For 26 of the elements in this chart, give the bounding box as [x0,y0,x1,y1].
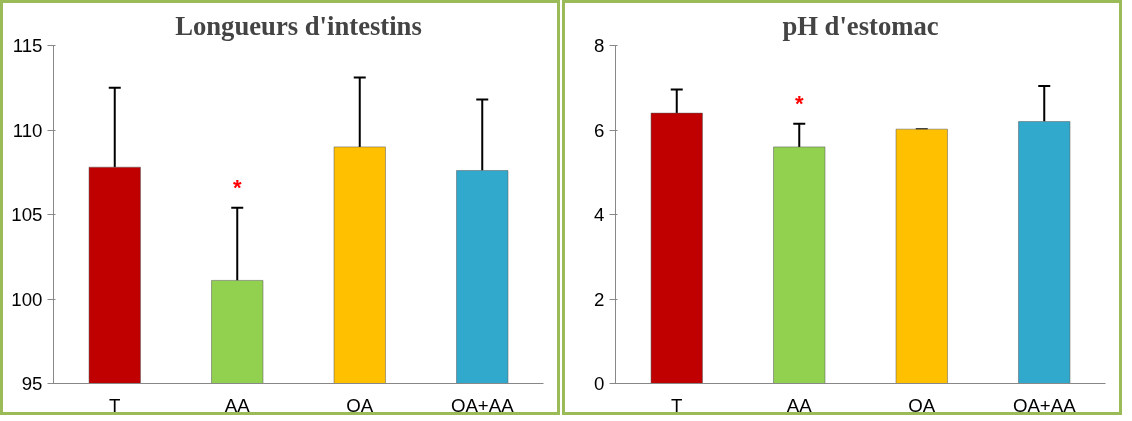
annotation: * [232,174,242,200]
y-tick-label: 110 [12,119,43,141]
x-tick-label: AA [224,394,251,416]
y-tick-label: 8 [594,35,605,56]
y-tick-label: 2 [594,288,605,310]
y-tick-label: 95 [21,373,43,394]
y-tick-label: 4 [594,204,605,225]
x-tick-label: AA [786,394,813,416]
chart-title: pH d'estomac [782,10,939,41]
x-tick-label: OA [346,394,374,416]
bar [895,128,948,384]
x-tick-label: OA [908,394,936,416]
y-tick-label: 115 [12,35,43,56]
y-tick-label: 105 [11,204,43,225]
x-tick-label: OA+AA [450,394,515,416]
annotation: * [794,90,804,116]
x-tick-label: T [671,394,683,416]
x-tick-label: OA+AA [1012,394,1077,416]
y-tick-label: 100 [11,288,43,310]
bar [1018,121,1071,384]
bar [773,146,826,384]
y-tick-label: 6 [594,119,605,141]
y-tick-label: 0 [594,373,605,394]
x-tick-label: T [109,394,121,416]
bar [650,112,703,384]
chart-title: Longueurs d'intestins [175,10,422,41]
